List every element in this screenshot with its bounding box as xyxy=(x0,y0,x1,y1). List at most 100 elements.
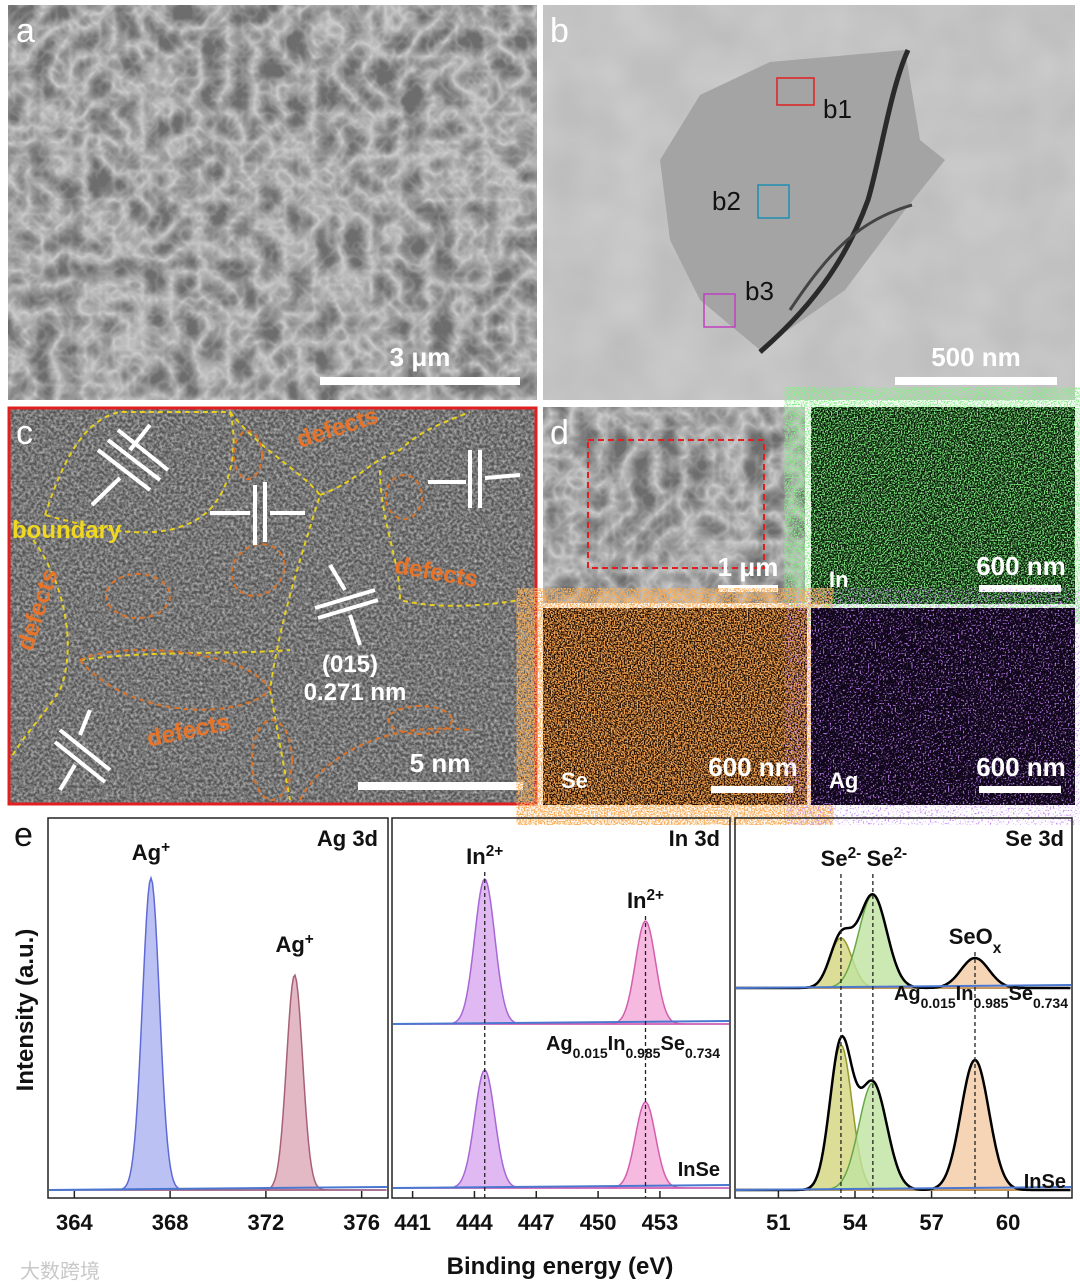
subplot-title: In 3d xyxy=(669,826,720,851)
formula-part: Se xyxy=(660,1033,684,1055)
y-axis-label: Intensity (a.u.) xyxy=(12,929,39,1092)
lattice-marks xyxy=(53,423,521,792)
scale-bar xyxy=(320,377,520,385)
fitted-peak xyxy=(49,973,387,1191)
scale-label: 600 nm xyxy=(976,752,1066,782)
formula-part: InSe xyxy=(1024,1171,1066,1193)
x-tick-label: 368 xyxy=(152,1210,189,1235)
formula-part: Ag xyxy=(546,1033,573,1055)
map-region xyxy=(587,439,765,569)
x-tick-label: 444 xyxy=(456,1210,493,1235)
scale-label: 600 nm xyxy=(976,551,1066,581)
x-tick-label: 372 xyxy=(248,1210,285,1235)
panel-label: c xyxy=(16,414,33,452)
x-axis-label: Binding energy (eV) xyxy=(447,1253,674,1280)
scale-label: 500 nm xyxy=(931,342,1021,372)
element-label: Ag xyxy=(829,768,858,793)
x-tick-label: 447 xyxy=(518,1210,555,1235)
peak-label: SeOx xyxy=(949,924,1002,957)
map-tint xyxy=(543,608,807,805)
label-text: Ag xyxy=(132,840,161,865)
formula-part: Ag xyxy=(894,983,921,1005)
label-text: In xyxy=(466,844,486,869)
background-line xyxy=(392,1020,730,1025)
panel-label: e xyxy=(14,816,33,854)
sample-label: InSe xyxy=(1024,1171,1066,1193)
fitted-peak xyxy=(49,875,387,1191)
sample-label: Ag0.015In0.985Se0.734 xyxy=(546,1033,720,1061)
label-text: Ag xyxy=(275,932,304,957)
plot-frame xyxy=(47,817,389,1199)
element-map xyxy=(811,407,1075,604)
x-tick-label: 376 xyxy=(343,1210,380,1235)
subscript: 0.015 xyxy=(573,1045,608,1061)
subplot-title: Ag 3d xyxy=(317,826,378,851)
fitted-peak xyxy=(393,920,729,1025)
superscript: 2- xyxy=(848,845,862,862)
scale-bar xyxy=(895,377,1057,385)
region-label: b2 xyxy=(712,186,741,216)
background-line xyxy=(735,1186,1072,1191)
superscript: 2- xyxy=(893,845,907,862)
x-tick-label: 364 xyxy=(56,1210,93,1235)
region-box xyxy=(703,293,736,328)
panel-label: b xyxy=(550,12,569,50)
peak-label: In2+ xyxy=(627,887,664,914)
x-tick-label: 441 xyxy=(394,1210,431,1235)
flake xyxy=(660,50,945,350)
fitted-peak xyxy=(736,1082,1071,1191)
region-box xyxy=(776,77,815,106)
flake-edge xyxy=(758,48,911,354)
background-line xyxy=(735,984,1072,989)
defect-outlines xyxy=(79,430,471,801)
background-line xyxy=(392,1184,730,1189)
envelope xyxy=(736,1034,1071,1192)
sem-texture xyxy=(8,5,537,400)
superscript: + xyxy=(305,931,314,948)
element-label: Se xyxy=(561,768,588,793)
peak-label: Se2- xyxy=(867,845,908,872)
fitted-peak xyxy=(736,894,1071,989)
formula-part: InSe xyxy=(678,1159,720,1181)
x-tick-label: 450 xyxy=(580,1210,617,1235)
plot-frame xyxy=(391,817,731,1199)
sample-label: InSe xyxy=(678,1159,720,1181)
region-label: b1 xyxy=(823,94,852,124)
formula-part: In xyxy=(608,1033,626,1055)
x-tick-label: 453 xyxy=(642,1210,679,1235)
scale-bar xyxy=(711,786,793,793)
fitted-peak xyxy=(736,1059,1071,1191)
watermark: 大数跨境 xyxy=(20,1260,100,1283)
scale-bar xyxy=(979,786,1061,793)
panel-label: a xyxy=(16,12,35,50)
formula-part: In xyxy=(956,983,974,1005)
superscript: + xyxy=(161,839,170,856)
sample-label: Ag0.015In0.985Se0.734 xyxy=(894,983,1068,1011)
subscript: 0.985 xyxy=(973,995,1008,1011)
scale-bar xyxy=(718,585,778,592)
region-label: b3 xyxy=(745,276,774,306)
flake-fold xyxy=(788,203,913,311)
scale-label: 5 nm xyxy=(410,748,471,778)
scale-label: 1 μm xyxy=(718,552,779,582)
panel-border xyxy=(7,406,538,806)
subscript: 0.985 xyxy=(625,1045,660,1061)
region-box xyxy=(757,184,790,219)
peak-label: Se2- xyxy=(821,845,862,872)
x-tick-label: 54 xyxy=(843,1210,868,1235)
subscript: 0.734 xyxy=(1033,995,1068,1011)
x-tick-label: 57 xyxy=(919,1210,943,1235)
scale-label: 3 μm xyxy=(390,342,451,372)
subscript: 0.734 xyxy=(685,1045,720,1061)
label-text: Se xyxy=(821,846,848,871)
background-line xyxy=(48,1186,388,1191)
label-text: SeO xyxy=(949,924,993,949)
fitted-peak xyxy=(736,1043,1071,1191)
subplot-title: Se 3d xyxy=(1005,826,1064,851)
x-tick-label: 60 xyxy=(996,1210,1020,1235)
plot-frame xyxy=(734,817,1073,1199)
plane-label: (015) xyxy=(322,651,378,678)
x-tick-label: 51 xyxy=(766,1210,790,1235)
